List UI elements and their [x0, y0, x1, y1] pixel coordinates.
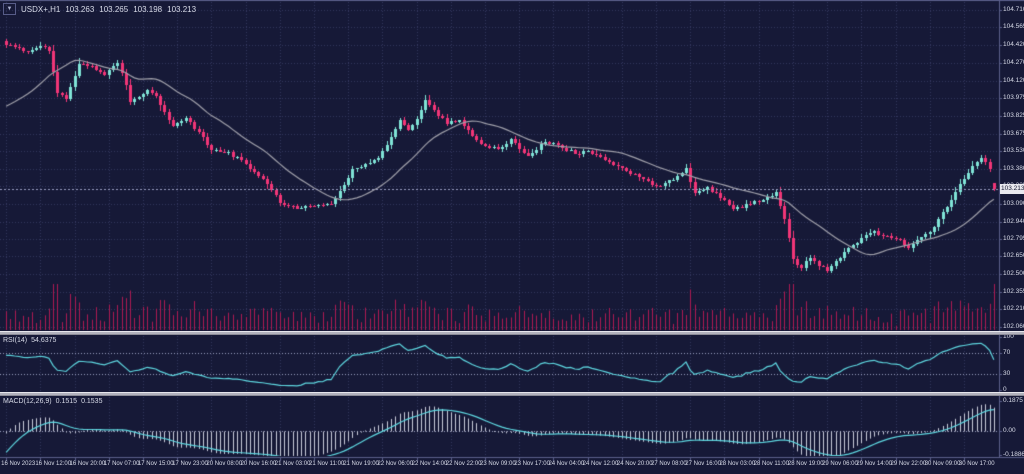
- price-axis-label: 102.795: [1003, 235, 1024, 243]
- time-axis-label: 29 Nov 22:00: [890, 461, 927, 467]
- price-axis-label: 102.210: [1003, 305, 1024, 313]
- time-axis-label: 30 Nov 09:00: [924, 461, 961, 467]
- price-axis-label: 104.565: [1003, 23, 1024, 31]
- time-axis-label: 21 Nov 03:00: [274, 461, 311, 467]
- price-axis-label: 102.940: [1003, 217, 1024, 225]
- macd-signal-value: 0.1535: [81, 398, 103, 405]
- time-axis-label: 29 Nov 06:00: [822, 461, 858, 467]
- rsi-name: RSI(14): [3, 337, 28, 344]
- time-axis-label: 28 Nov 11:00: [753, 461, 789, 467]
- macd-axis-label: -0.1886: [1003, 451, 1024, 458]
- time-axis-label: 30 Nov 17:00: [958, 461, 995, 467]
- panel-resize-handle-macd[interactable]: [0, 392, 1024, 396]
- price-axis-label: 104.420: [1003, 40, 1024, 48]
- ohlc-high-value: 103.265: [99, 4, 129, 14]
- rsi-axis-label: 70: [1003, 348, 1011, 356]
- time-axis-label: 22 Nov 06:00: [377, 461, 414, 467]
- rsi-axis-label: 100: [1003, 333, 1014, 340]
- time-axis-label: 28 Nov 19:00: [787, 461, 824, 467]
- current-price-badge: 103.213: [1000, 184, 1024, 195]
- triangle-down-icon: ▼: [6, 6, 13, 12]
- ohlc-low-value: 103.198: [133, 4, 163, 14]
- price-axis-label: 102.500: [1003, 270, 1024, 278]
- symbol-timeframe-label: USDX+,H1: [21, 4, 61, 14]
- rsi-axis-label: 30: [1003, 370, 1011, 378]
- macd-axis-label: 0.00: [1003, 427, 1016, 434]
- rsi-value: 54.6375: [31, 337, 57, 344]
- time-axis-label: 22 Nov 22:00: [445, 461, 482, 467]
- time-axis-label: 28 Nov 03:00: [719, 461, 756, 467]
- time-axis-label: 16 Nov 12:00: [35, 461, 72, 467]
- macd-indicator-label: MACD(12,26,9) 0.1515 0.1535: [3, 398, 102, 406]
- macd-axis-label: 0.1875: [1003, 397, 1023, 404]
- time-axis-label: 24 Nov 20:00: [616, 461, 653, 467]
- chart-header: ▼ USDX+,H1 103.263 103.265 103.198 103.2…: [3, 3, 196, 15]
- price-axis-label: 103.825: [1003, 111, 1024, 119]
- time-axis-label: 27 Nov 16:00: [685, 461, 721, 467]
- time-axis-label: 24 Nov 04:00: [548, 461, 585, 467]
- panel-resize-handle-rsi[interactable]: [0, 331, 1024, 335]
- time-axis-label: 21 Nov 11:00: [309, 461, 345, 467]
- ohlc-close-value: 103.213: [167, 4, 197, 14]
- time-axis-label: 17 Nov 15:00: [137, 461, 174, 467]
- time-axis-label: 23 Nov 09:00: [480, 461, 516, 467]
- price-axis-label: 102.060: [1003, 323, 1024, 330]
- price-axis-label: 103.975: [1003, 93, 1024, 101]
- time-axis-label: 16 Nov 2023: [1, 461, 36, 467]
- time-axis-label: 29 Nov 14:00: [856, 461, 892, 467]
- rsi-axis-label: 0: [1003, 386, 1007, 393]
- price-axis-label: 104.270: [1003, 58, 1024, 66]
- time-axis-label: 23 Nov 17:00: [514, 461, 550, 467]
- price-axis-label: 102.650: [1003, 252, 1024, 260]
- time-axis-label: 20 Nov 08:00: [206, 461, 243, 467]
- price-axis-label: 104.120: [1003, 76, 1024, 84]
- macd-value: 0.1515: [55, 398, 78, 405]
- price-axis-label: 104.710: [1003, 6, 1024, 13]
- time-axis-label: 20 Nov 16:00: [240, 461, 277, 467]
- time-axis-label: 16 Nov 20:00: [69, 461, 106, 467]
- price-axis-label: 103.530: [1003, 147, 1024, 155]
- time-axis-label: 21 Nov 19:00: [343, 461, 379, 467]
- macd-name: MACD(12,26,9): [3, 398, 52, 405]
- ohlc-open-value: 103.263: [65, 4, 95, 14]
- price-axis-label: 102.355: [1003, 287, 1024, 295]
- time-axis-label: 24 Nov 12:00: [582, 461, 619, 467]
- collapse-chart-button[interactable]: ▼: [3, 3, 16, 15]
- price-axis-label: 103.090: [1003, 199, 1024, 207]
- time-axis-label: 17 Nov 23:00: [172, 461, 208, 467]
- time-axis-label: 22 Nov 14:00: [411, 461, 448, 467]
- time-axis[interactable]: 16 Nov 2023 16 Nov 12:00 16 Nov 20:00 17 No…: [0, 458, 1024, 474]
- price-axis-label: 103.380: [1003, 165, 1024, 173]
- price-axis-label: 103.675: [1003, 129, 1024, 137]
- rsi-indicator-label: RSI(14) 54.6375: [3, 337, 56, 345]
- time-axis-label: 17 Nov 07:00: [103, 461, 140, 467]
- time-axis-label: 27 Nov 08:00: [651, 461, 687, 467]
